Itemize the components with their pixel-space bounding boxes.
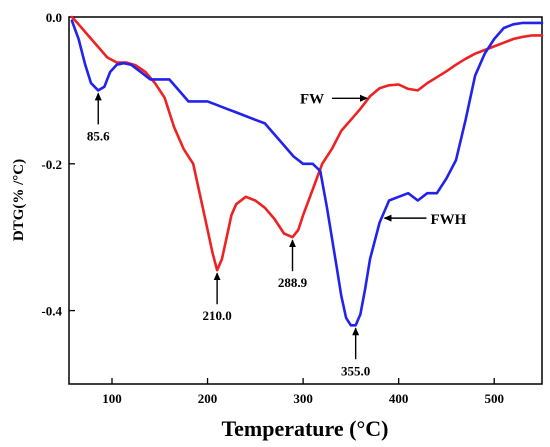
series-group bbox=[70, 15, 544, 327]
y-axis-title: DTG(% /°C) bbox=[11, 159, 27, 241]
series-label-fw: FW bbox=[300, 91, 324, 107]
y-axis: 0.0 -0.2 -0.4 bbox=[41, 10, 75, 319]
peak-label: 210.0 bbox=[202, 308, 231, 323]
series-line-fwh bbox=[70, 19, 544, 327]
y-tick-label: 0.0 bbox=[46, 10, 62, 25]
series-label-fwh: FWH bbox=[430, 212, 466, 228]
annotation-group: 85.6 210.0 288.9 355.0 FW FWH bbox=[87, 91, 467, 378]
x-tick-label: 200 bbox=[198, 391, 218, 406]
x-tick-label: 100 bbox=[102, 391, 122, 406]
plot-frame bbox=[68, 16, 543, 385]
x-tick-label: 400 bbox=[389, 391, 409, 406]
peak-label: 355.0 bbox=[341, 363, 370, 378]
x-axis-title: Temperature (°C) bbox=[221, 416, 388, 441]
peak-label: 288.9 bbox=[278, 275, 308, 290]
y-tick-label: -0.2 bbox=[41, 157, 62, 172]
x-tick-label: 300 bbox=[293, 391, 313, 406]
x-axis: 100 200 300 400 500 bbox=[102, 378, 504, 406]
x-tick-label: 500 bbox=[484, 391, 504, 406]
y-tick-label: -0.4 bbox=[41, 304, 62, 319]
peak-label: 85.6 bbox=[87, 128, 110, 143]
series-line-fw bbox=[70, 15, 544, 272]
